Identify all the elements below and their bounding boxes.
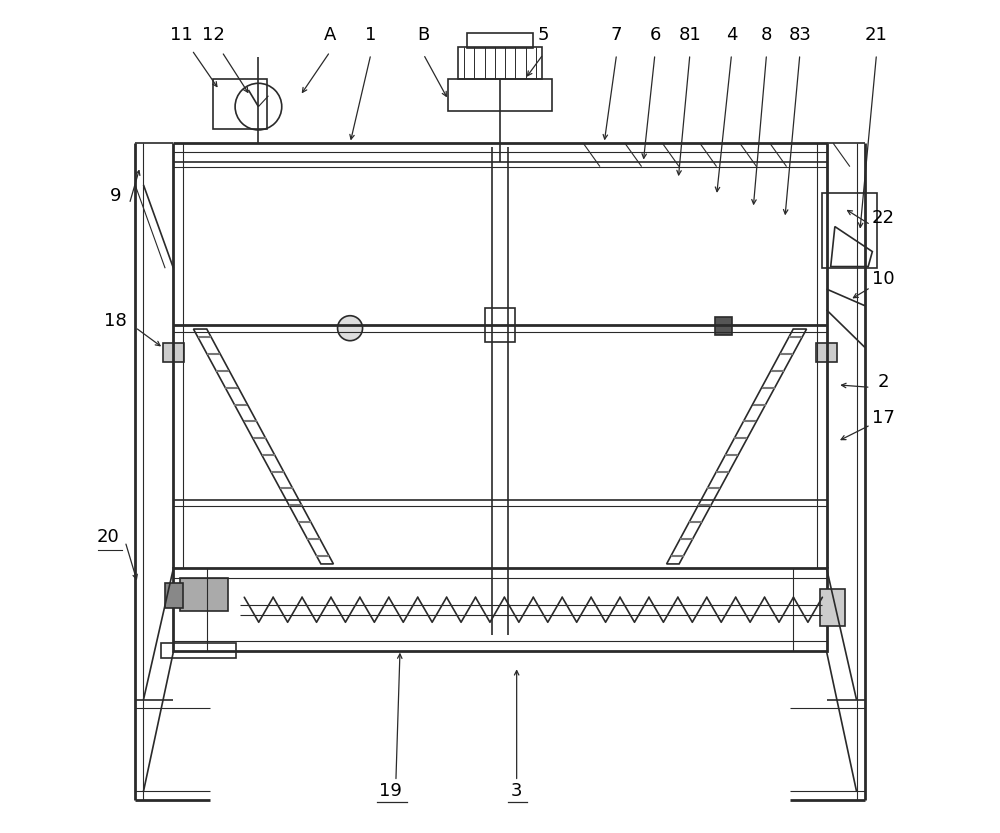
Text: 8: 8: [761, 26, 772, 44]
Circle shape: [338, 316, 363, 341]
Text: A: A: [324, 26, 336, 44]
Bar: [165, 583, 183, 608]
Bar: [822, 193, 877, 268]
Bar: [715, 317, 732, 335]
Text: B: B: [417, 26, 429, 44]
Text: 2: 2: [877, 372, 889, 391]
Text: 81: 81: [679, 26, 701, 44]
Text: 19: 19: [379, 782, 401, 801]
Text: 18: 18: [104, 312, 127, 330]
Polygon shape: [193, 329, 333, 564]
Bar: [485, 308, 515, 342]
Text: 10: 10: [872, 270, 894, 288]
Polygon shape: [831, 227, 872, 267]
Text: 5: 5: [538, 26, 549, 44]
Text: 11: 11: [170, 26, 192, 44]
Polygon shape: [667, 329, 807, 564]
Text: 4: 4: [726, 26, 737, 44]
Text: 22: 22: [872, 209, 895, 227]
Bar: [213, 79, 267, 129]
Text: 12: 12: [202, 26, 225, 44]
Text: 17: 17: [872, 409, 895, 427]
Bar: [161, 643, 236, 658]
Bar: [816, 343, 837, 362]
Text: 6: 6: [649, 26, 661, 44]
Bar: [163, 343, 184, 362]
Text: 3: 3: [511, 782, 522, 801]
Bar: [180, 578, 228, 611]
Text: 7: 7: [611, 26, 622, 44]
Bar: [173, 568, 827, 651]
Text: 83: 83: [788, 26, 811, 44]
Bar: [458, 47, 542, 79]
Bar: [820, 589, 845, 626]
Text: 21: 21: [865, 26, 888, 44]
Text: 9: 9: [109, 187, 121, 205]
Text: 20: 20: [97, 528, 120, 546]
Text: 1: 1: [365, 26, 377, 44]
Bar: [467, 33, 533, 48]
Bar: [448, 79, 552, 111]
